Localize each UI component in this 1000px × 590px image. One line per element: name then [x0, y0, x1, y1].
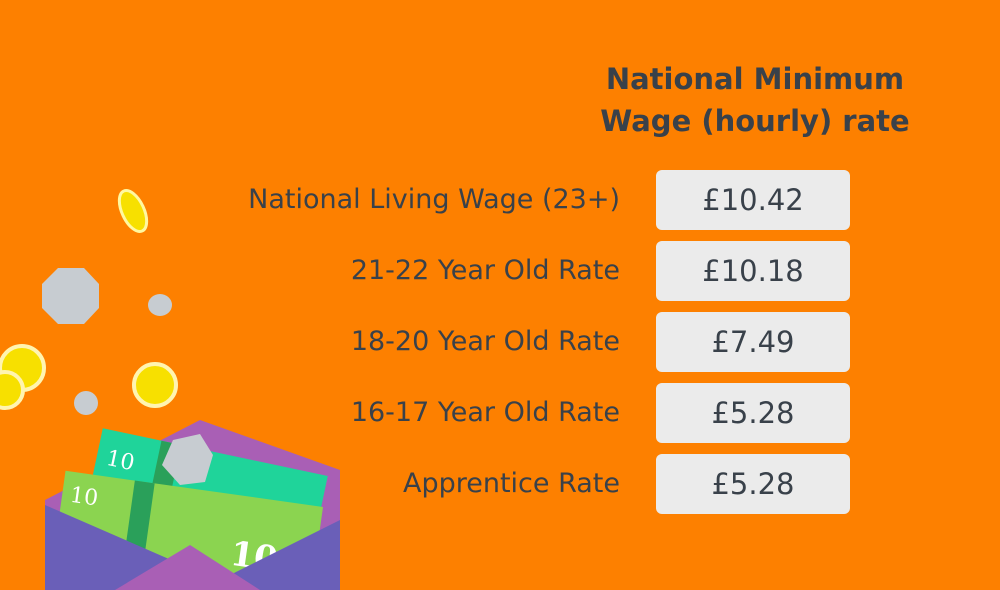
coin — [74, 391, 98, 415]
envelope-front — [200, 520, 340, 590]
rate-label: National Living Wage (23+) — [248, 184, 620, 215]
rate-value: £10.42 — [656, 170, 850, 230]
money-illustration: 10 10 10 — [0, 189, 340, 590]
rate-value: £5.28 — [656, 454, 850, 514]
rate-value: £10.18 — [656, 241, 850, 301]
coin — [148, 294, 172, 316]
rate-label: 18-20 Year Old Rate — [350, 326, 620, 357]
rate-value: £7.49 — [656, 312, 850, 372]
coin — [162, 434, 213, 485]
coin — [117, 189, 149, 233]
rate-label: 21-22 Year Old Rate — [350, 255, 620, 286]
banknote-label: 10 — [104, 446, 137, 476]
coin — [132, 362, 178, 408]
rate-label: Apprentice Rate — [402, 468, 620, 499]
envelope-flap — [115, 545, 260, 590]
title: National Minimum Wage (hourly) rate — [600, 62, 910, 138]
rate-label: 16-17 Year Old Rate — [350, 397, 620, 428]
banknote-label: 10 — [68, 483, 99, 512]
coin — [0, 370, 25, 410]
rate-value: £5.28 — [656, 383, 850, 443]
coin — [42, 268, 99, 324]
